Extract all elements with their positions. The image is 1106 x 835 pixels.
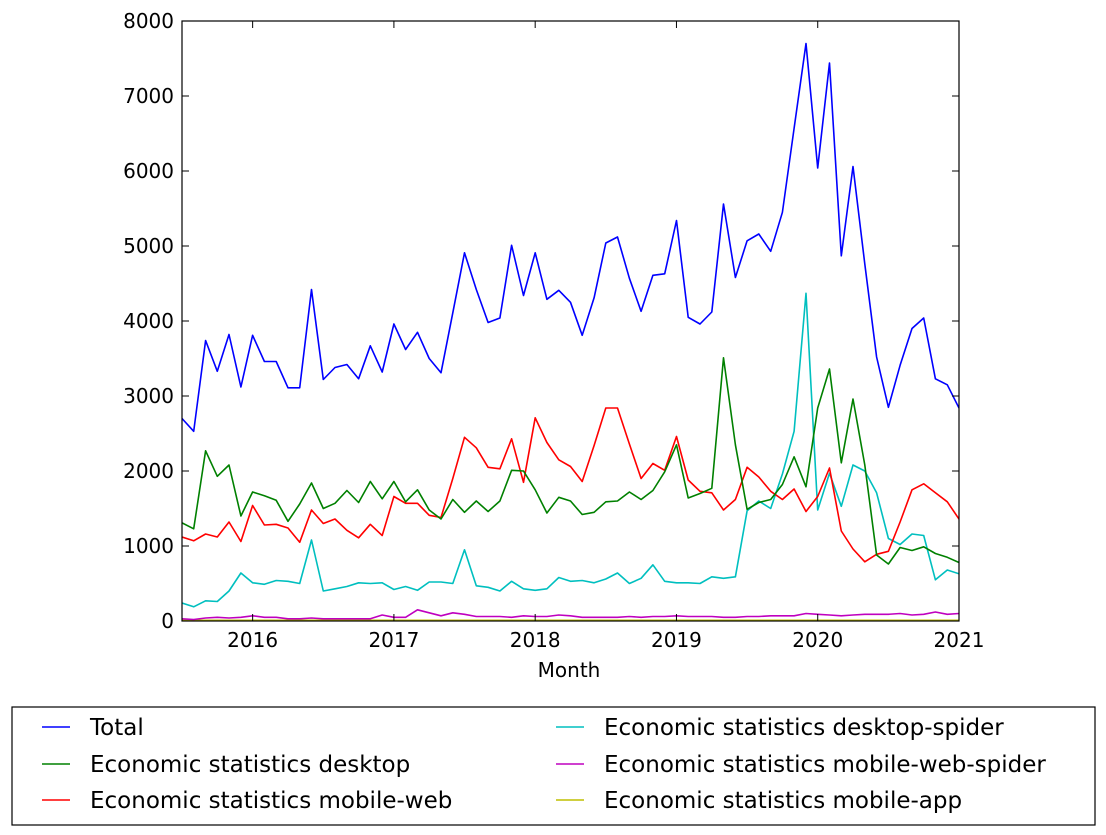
x-axis-title: Month <box>538 658 601 682</box>
y-axis: 0 1000 2000 3000 4000 5000 6000 7000 8000 <box>123 9 959 633</box>
series-line-economic-statistics-desktop-spider <box>182 292 959 608</box>
series-line-economic-statistics-desktop <box>182 356 959 565</box>
legend-label: Economic statistics desktop-spider <box>604 715 1004 741</box>
legend-frame <box>11 706 1096 826</box>
y-tick-label: 7000 <box>123 84 174 108</box>
legend-label: Economic statistics mobile-web-spider <box>604 752 1046 778</box>
plot-frame <box>181 20 960 622</box>
legend-label: Economic statistics mobile-web <box>90 788 452 814</box>
y-tick-label: 2000 <box>123 459 174 483</box>
series-line-total <box>182 42 959 433</box>
series-line-economic-statistics-mobile-web <box>182 407 959 563</box>
x-tick-label: 2020 <box>792 628 843 652</box>
y-tick-label: 6000 <box>123 159 174 183</box>
x-tick-label: 2017 <box>368 628 419 652</box>
x-tick-label: 2019 <box>651 628 702 652</box>
y-tick-label: 5000 <box>123 234 174 258</box>
y-tick-label: 3000 <box>123 384 174 408</box>
y-tick-label: 1000 <box>123 534 174 558</box>
x-tick-label: 2021 <box>934 628 985 652</box>
x-axis: 2016 2017 2018 2019 2020 2021 <box>227 21 984 652</box>
x-tick-label: 2016 <box>227 628 278 652</box>
series-line-economic-statistics-mobile-web-spider <box>182 608 959 621</box>
legend-label: Total <box>89 715 144 741</box>
series-group <box>182 42 959 621</box>
y-tick-label: 8000 <box>123 9 174 33</box>
legend-label: Economic statistics desktop <box>90 752 410 778</box>
y-tick-label: 0 <box>161 609 174 633</box>
x-tick-label: 2018 <box>510 628 561 652</box>
y-tick-label: 4000 <box>123 309 174 333</box>
legend-label: Economic statistics mobile-app <box>604 788 962 814</box>
legend: Total Economic statistics desktop Economic… <box>11 706 1096 826</box>
